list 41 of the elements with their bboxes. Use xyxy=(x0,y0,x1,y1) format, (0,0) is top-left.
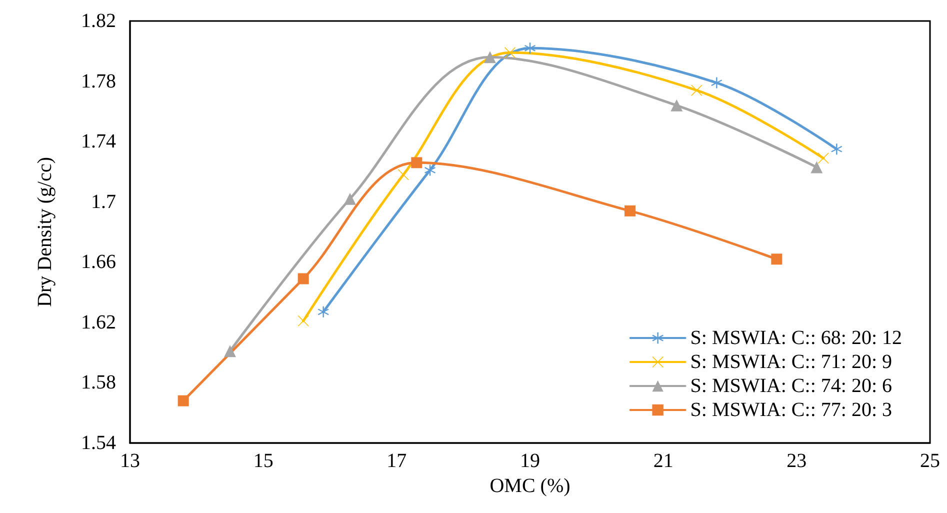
point xyxy=(831,144,842,155)
point xyxy=(318,306,329,318)
y-tick-label: 1.54 xyxy=(81,432,116,454)
point xyxy=(810,161,823,174)
x-tick-label: 17 xyxy=(386,450,407,472)
point xyxy=(524,42,536,54)
legend-label: S: MSWIA: C:: 74: 20: 6 xyxy=(690,375,892,397)
point xyxy=(624,205,636,216)
x-tick-label: 15 xyxy=(253,450,274,472)
point xyxy=(711,77,722,88)
y-tick-label: 1.78 xyxy=(81,70,116,92)
point xyxy=(298,273,309,284)
point xyxy=(424,164,436,176)
point xyxy=(504,47,516,58)
point xyxy=(398,169,409,180)
point xyxy=(691,84,702,96)
x-tick-label: 23 xyxy=(786,450,807,472)
y-tick-label: 1.62 xyxy=(81,311,116,334)
y-tick-label: 1.66 xyxy=(81,251,116,274)
x-tick-label: 21 xyxy=(653,450,674,472)
legend-label: S: MSWIA: C:: 71: 20: 9 xyxy=(690,351,892,373)
point xyxy=(818,152,829,164)
point xyxy=(411,157,422,168)
point xyxy=(670,99,683,112)
y-axis-title: Dry Density (g/cc) xyxy=(34,157,56,307)
x-tick-label: 25 xyxy=(920,450,940,472)
legend-label: S: MSWIA: C:: 77: 20: 3 xyxy=(690,399,892,421)
point xyxy=(224,345,236,358)
legend-label: S: MSWIA: C:: 68: 20: 12 xyxy=(690,327,902,349)
point xyxy=(178,395,189,406)
x-axis-title: OMC (%) xyxy=(490,474,570,497)
y-tick-label: 1.7 xyxy=(91,190,116,213)
point xyxy=(298,315,309,326)
point xyxy=(484,51,496,64)
x-tick-label: 19 xyxy=(520,450,540,472)
x-tick-label: 13 xyxy=(120,450,140,472)
y-tick-label: 1.74 xyxy=(81,130,116,153)
y-tick-label: 1.82 xyxy=(81,10,116,32)
point xyxy=(771,254,782,265)
y-tick-label: 1.58 xyxy=(81,372,116,394)
point xyxy=(344,192,356,205)
